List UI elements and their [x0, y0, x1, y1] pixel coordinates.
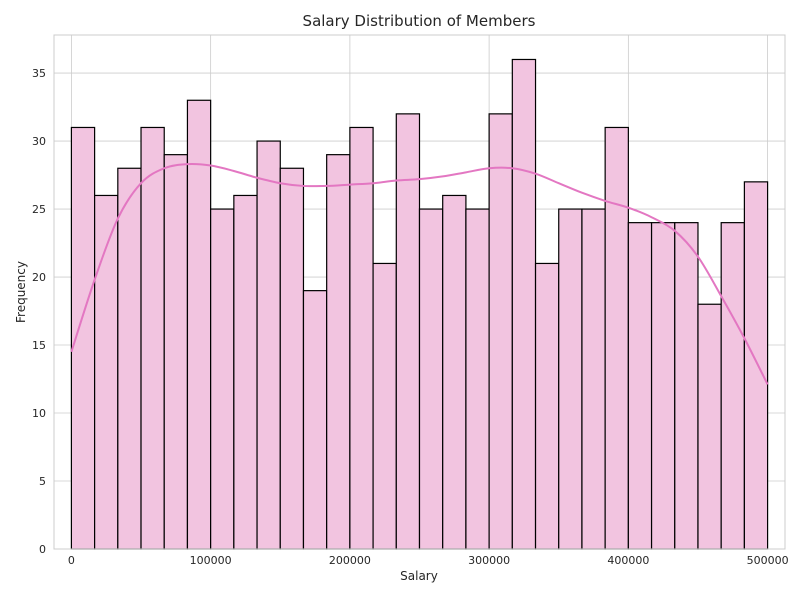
histogram-bar — [256, 140, 281, 550]
histogram-bar — [117, 167, 142, 550]
histogram-bar — [418, 208, 444, 550]
histogram-bar — [279, 167, 305, 550]
bars-layer — [70, 58, 769, 550]
x-tick-label: 200000 — [329, 554, 371, 567]
histogram-bar — [140, 126, 165, 550]
histogram-bar — [163, 154, 189, 550]
histogram-bar — [720, 222, 745, 550]
histogram-bar — [534, 262, 560, 550]
y-tick-label: 35 — [32, 67, 46, 80]
x-tick-label: 500000 — [747, 554, 789, 567]
histogram-bar — [465, 208, 490, 550]
histogram-bar — [442, 194, 467, 550]
histogram-bar — [674, 222, 699, 550]
histogram-bar — [210, 208, 235, 550]
histogram-bar — [186, 99, 212, 550]
ticks-layer: 0 5 10 15 20 25 30 35 0 100000 200000 300000 400000 5… — [32, 67, 789, 567]
histogram-bar — [372, 262, 397, 550]
chart-title: Salary Distribution of Members — [303, 12, 536, 30]
histogram-bar — [511, 58, 537, 550]
x-axis-label: Salary — [400, 569, 438, 583]
y-tick-label: 5 — [39, 475, 46, 488]
y-tick-label: 10 — [32, 407, 46, 420]
y-tick-label: 30 — [32, 135, 46, 148]
histogram-bar — [488, 113, 513, 550]
histogram-bar — [558, 208, 583, 550]
x-tick-label: 100000 — [190, 554, 232, 567]
histogram-bar — [581, 208, 606, 550]
y-tick-label: 15 — [32, 339, 46, 352]
x-tick-label: 400000 — [607, 554, 649, 567]
plot-frame — [53, 34, 786, 550]
histogram-bar — [326, 154, 351, 550]
histogram-bar — [233, 194, 258, 550]
y-tick-label: 25 — [32, 203, 46, 216]
y-tick-label: 0 — [39, 543, 46, 556]
histogram-bar — [604, 126, 629, 550]
y-axis-label: Frequency — [14, 261, 28, 323]
histogram-bar — [650, 222, 676, 550]
x-tick-label: 0 — [68, 554, 75, 567]
y-tick-label: 20 — [32, 271, 46, 284]
histogram-bar — [697, 303, 722, 550]
histogram-bar — [349, 126, 374, 550]
histogram-bar — [627, 222, 653, 550]
histogram-bar — [743, 181, 769, 550]
x-tick-label: 300000 — [468, 554, 510, 567]
kde-layer — [70, 163, 769, 385]
histogram-bar — [302, 290, 328, 550]
kde-curve — [70, 163, 769, 385]
